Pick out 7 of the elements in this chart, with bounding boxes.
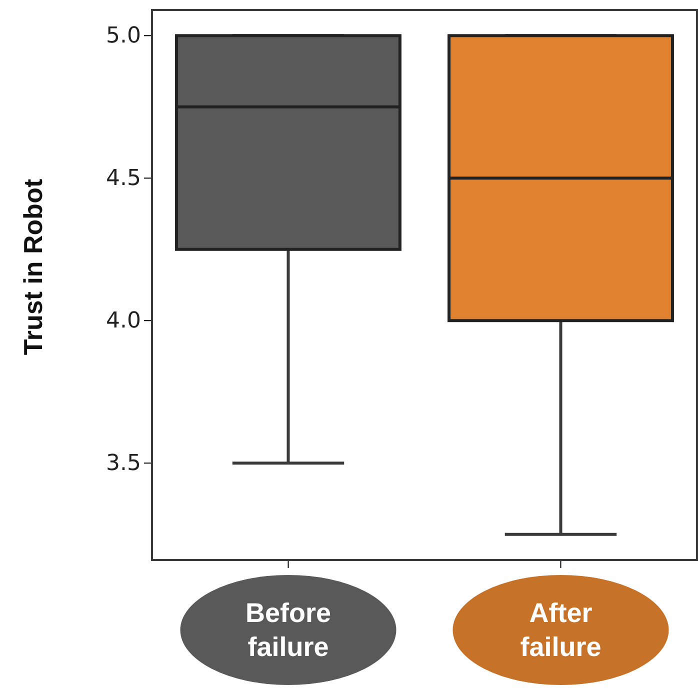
y-tick-label: 4.0 [106, 308, 141, 334]
y-tick-label: 3.5 [106, 451, 141, 476]
x-tick-label: Before failure [245, 598, 332, 662]
y-tick-label: 4.5 [106, 166, 141, 192]
y-axis-title: Trust in Robot [18, 178, 48, 356]
x-tick-label: After failure [520, 598, 602, 662]
y-tick-label: 5.0 [106, 24, 141, 49]
